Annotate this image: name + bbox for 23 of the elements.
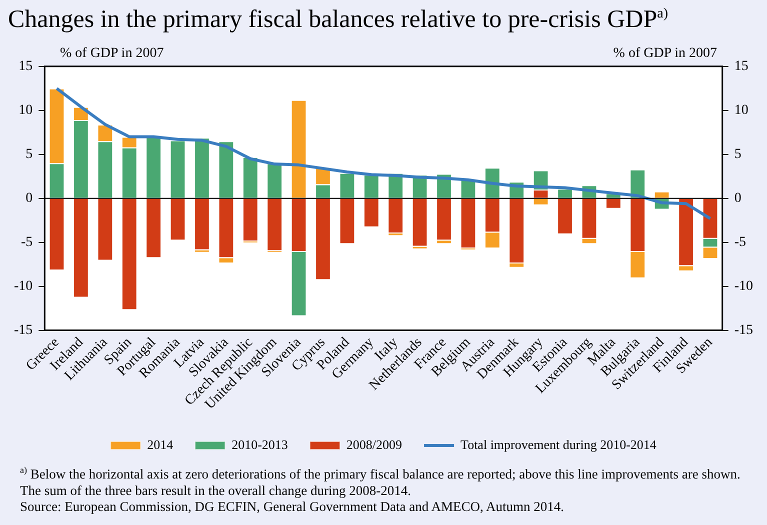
y-tick-label: 15: [18, 59, 33, 74]
y2-tick-label: -15: [734, 322, 754, 338]
y2-axis-title: % of GDP in 2007: [613, 46, 717, 62]
chart-title: Changes in the primary fiscal balances relative to pre-crisis GDP$^{a)}$: [8, 6, 668, 34]
y-tick-label: -5: [20, 235, 33, 250]
y2-tick-label: 5: [734, 147, 742, 162]
y-tick-label: 5: [26, 147, 33, 162]
y-axis-title: % of GDP in 2007: [60, 46, 164, 62]
y-tick-label: 0: [26, 191, 33, 206]
y2-tick-label: 10: [734, 103, 748, 118]
legend-label: Total improvement during 2010-2014: [460, 436, 657, 452]
text: $^{a)}$ Below the horizontal axis at zero deteriorations of the primary fiscal balance are reported; above this line improvements are shown. The sum of the three bars result in the overall change during 2008-2014.: [20, 464, 742, 498]
y-tick-label: 10: [18, 103, 33, 118]
y2-tick-label: -10: [734, 278, 754, 294]
y2-tick-label: 0: [734, 191, 742, 206]
legend-label: 2010-2013: [232, 436, 288, 452]
legend-label: 2014: [147, 436, 174, 452]
y-tick-label: -15: [14, 322, 33, 338]
y2-tick-label: -5: [734, 235, 746, 250]
y2-tick-label: 15: [734, 59, 748, 74]
legend-label: 2008/2009: [346, 436, 402, 452]
source-note: Source: European Commission, DG ECFIN, General Government Data and AMECO, Autumn 2014.: [20, 498, 566, 514]
y-tick-label: -10: [14, 278, 33, 294]
